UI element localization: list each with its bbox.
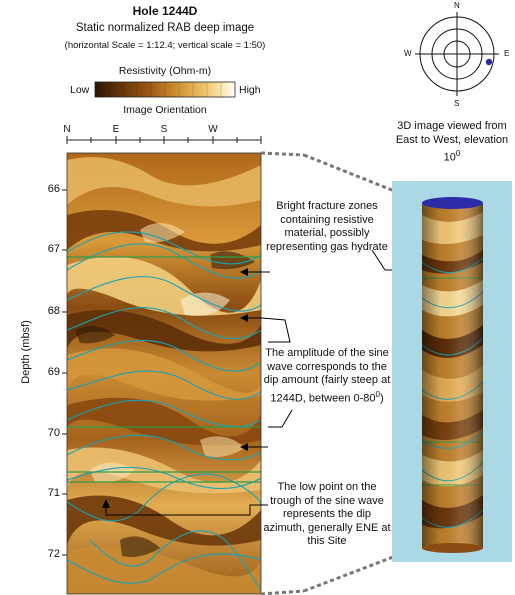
resistivity-label: Resistivity (Ohm-m) <box>118 65 212 77</box>
scale-note: (horizontal Scale = 1:12.4; vertical sca… <box>64 40 266 51</box>
orient-tick-s: S <box>160 124 168 135</box>
depth-tick-67: 67 <box>47 243 60 255</box>
orient-tick-n: N <box>63 124 71 135</box>
depth-tick-70: 70 <box>47 427 60 439</box>
borehole-cylinder <box>422 203 483 548</box>
view3d-caption: 3D image viewed from East to West, eleva… <box>395 120 509 164</box>
orientation-label: Image Orientation <box>123 104 207 116</box>
depth-tick-68: 68 <box>47 305 60 317</box>
figure-title: Hole 1244D <box>132 4 198 18</box>
compass-n: N <box>454 1 460 10</box>
figure-subtitle: Static normalized RAB deep image <box>75 22 255 34</box>
annotation-amplitude: The amplitude of the sine wave correspon… <box>263 347 391 405</box>
orient-tick-w: W <box>208 124 218 135</box>
depth-tick-69: 69 <box>47 366 60 378</box>
scale-low-label: Low <box>70 84 90 96</box>
compass-s: S <box>454 99 460 108</box>
depth-tick-72: 72 <box>47 548 60 560</box>
annotation-low-point: The low point on the trough of the sine … <box>263 481 391 547</box>
cylinder-bottom <box>422 543 483 553</box>
compass-rose <box>415 12 499 96</box>
sine-wave-picks <box>67 231 261 591</box>
cylinder-top-cap <box>422 197 483 209</box>
compass-e: E <box>504 49 510 58</box>
scale-high-label: High <box>239 84 261 96</box>
orient-tick-e: E <box>112 124 120 135</box>
compass-w: W <box>404 49 412 58</box>
bedding-lines <box>67 256 261 483</box>
depth-ticks <box>62 189 67 556</box>
depth-tick-66: 66 <box>47 183 60 195</box>
resistivity-colorbar <box>94 81 236 98</box>
annotation-fracture-zones: Bright fracture zones containing resisti… <box>266 200 388 253</box>
depth-tick-71: 71 <box>47 487 60 499</box>
compass-dot <box>485 58 493 66</box>
orientation-axis <box>66 136 262 144</box>
rab-image-log <box>67 153 261 594</box>
